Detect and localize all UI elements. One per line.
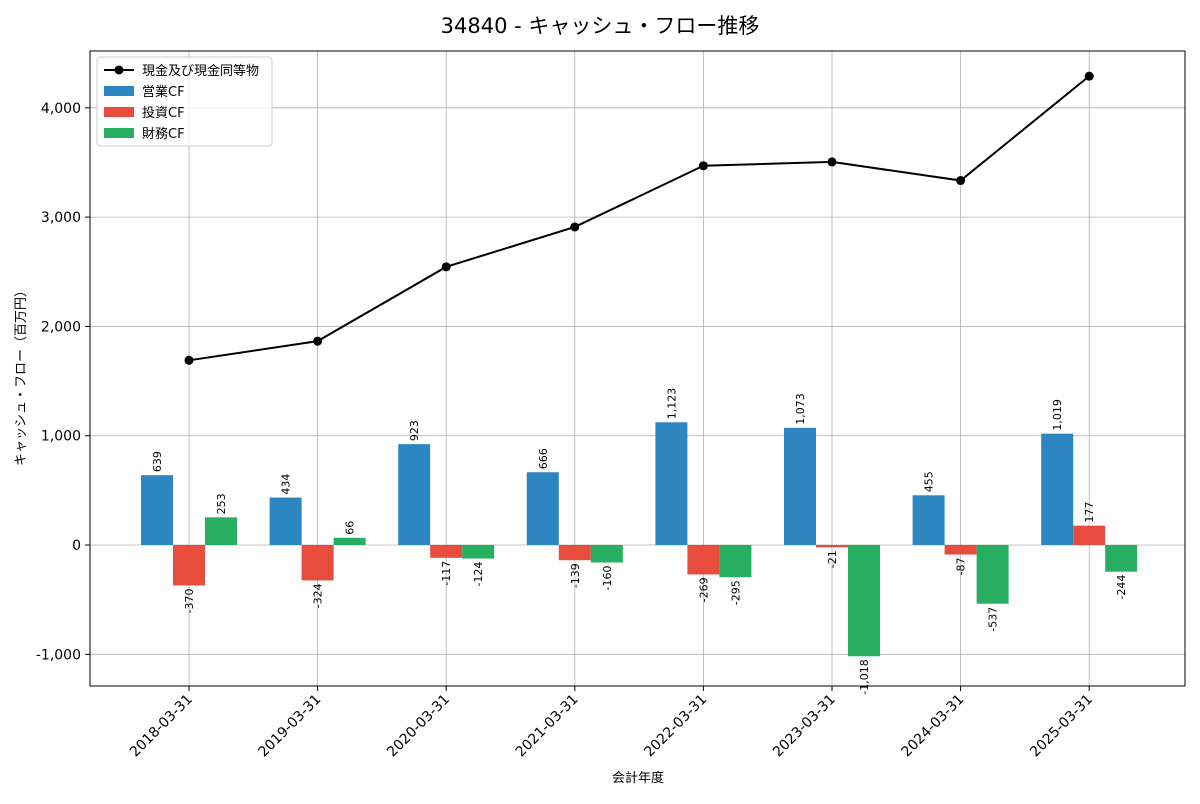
axes: -1,000 0 1,000 2,000 3,000 4,000 2018-03-31 201… <box>36 101 1096 761</box>
bar-investing <box>1073 525 1106 546</box>
bar-operating <box>526 472 559 546</box>
cash-line-point <box>570 222 580 232</box>
bar-investing <box>430 545 463 558</box>
bar-investing <box>301 545 334 581</box>
legend-marker-swatch <box>114 65 124 75</box>
x-tick-label: 2018-03-31 <box>127 692 196 761</box>
legend-entry-investing: 投資CF <box>142 105 185 121</box>
cash-line-point <box>698 161 708 171</box>
bar-value-label: 1,123 <box>665 388 678 420</box>
bar-operating <box>784 427 816 546</box>
bar-value-label: 177 <box>1083 502 1096 523</box>
cash-line-path <box>188 75 1090 362</box>
bar-value-label: 434 <box>280 474 293 495</box>
bar-value-label: -21 <box>826 550 839 568</box>
bar-value-label: -370 <box>183 588 196 613</box>
bar-value-label: -244 <box>1115 575 1128 600</box>
bar-investing <box>558 545 591 561</box>
x-tick-label: 2025-03-31 <box>1027 692 1096 761</box>
bar-financing <box>462 545 495 559</box>
bar-financing <box>205 517 237 546</box>
bar-value-label: -124 <box>472 562 485 587</box>
bar-value-label: 1,073 <box>794 393 807 425</box>
y-tick-label: 4,000 <box>41 101 81 117</box>
y-tick-label: 1,000 <box>41 429 81 445</box>
bar-financing <box>848 545 880 657</box>
bar-investing <box>173 545 205 586</box>
bar-financing <box>590 545 623 563</box>
y-tick-label: -1,000 <box>36 647 81 663</box>
plot-frame <box>89 50 1186 687</box>
y-tick-label: 2,000 <box>41 319 81 335</box>
bar-value-labels: 639 434 923 666 1,123 1,073 455 1,019 -370 -324 -1… <box>151 388 1128 695</box>
bar-operating <box>1041 433 1074 546</box>
chart-title: 34840 - キャッシュ・フロー推移 <box>441 14 760 38</box>
cash-line-point <box>1084 71 1094 81</box>
legend-entry-operating: 営業CF <box>142 84 185 100</box>
bars <box>141 422 1138 657</box>
cash-line <box>184 71 1094 365</box>
y-axis-label: キャッシュ・フロー（百万円） <box>14 284 29 466</box>
bar-value-label: -87 <box>955 558 968 576</box>
bar-financing <box>976 545 1009 604</box>
cash-line-point <box>441 262 451 272</box>
bar-value-label: 66 <box>344 521 357 535</box>
bar-value-label: 923 <box>408 420 421 441</box>
legend-bar-swatch <box>104 107 134 117</box>
bar-value-label: -117 <box>440 561 453 586</box>
bar-operating <box>141 475 173 546</box>
bar-value-label: -269 <box>697 577 710 602</box>
bar-value-label: -537 <box>987 607 1000 632</box>
cash-line-point <box>184 355 194 365</box>
legend-bar-swatch <box>104 128 134 138</box>
bar-value-label: -324 <box>312 583 325 608</box>
bar-value-label: -139 <box>569 563 582 588</box>
legend-box <box>96 56 273 147</box>
y-tick-label: 3,000 <box>41 210 81 226</box>
bar-value-label: -295 <box>729 580 742 605</box>
x-tick-label: 2023-03-31 <box>770 692 839 761</box>
legend-entry-financing: 財務CF <box>142 127 185 142</box>
bar-value-label: 455 <box>923 471 936 492</box>
legend-entry-cash: 現金及び現金同等物 <box>142 63 259 79</box>
x-tick-label: 2020-03-31 <box>384 692 453 761</box>
y-tick-label: 0 <box>72 538 81 554</box>
bar-operating <box>269 497 302 546</box>
cash-line-point <box>827 157 837 167</box>
bar-value-label: -160 <box>601 565 614 590</box>
x-tick-label: 2024-03-31 <box>899 692 968 761</box>
bar-investing <box>687 545 720 575</box>
x-tick-label: 2019-03-31 <box>256 692 325 761</box>
bar-operating <box>398 444 431 546</box>
bar-financing <box>1105 545 1138 572</box>
legend-bar-swatch <box>104 86 134 96</box>
bar-investing <box>944 545 977 555</box>
x-tick-label: 2022-03-31 <box>641 692 710 761</box>
bar-operating <box>655 422 688 546</box>
bar-financing <box>333 537 366 546</box>
x-tick-label: 2021-03-31 <box>513 692 582 761</box>
bar-value-label: 253 <box>215 493 228 514</box>
cash-line-point <box>313 336 323 346</box>
bar-value-label: -1,018 <box>858 659 871 694</box>
bar-investing <box>816 545 848 548</box>
bar-value-label: 639 <box>151 451 164 472</box>
bar-value-label: 1,019 <box>1051 399 1064 431</box>
cash-line-point <box>956 176 966 186</box>
bar-operating <box>912 495 945 546</box>
bar-value-label: 666 <box>537 448 550 469</box>
x-axis-label: 会計年度 <box>612 770 664 786</box>
bar-financing <box>719 545 752 578</box>
